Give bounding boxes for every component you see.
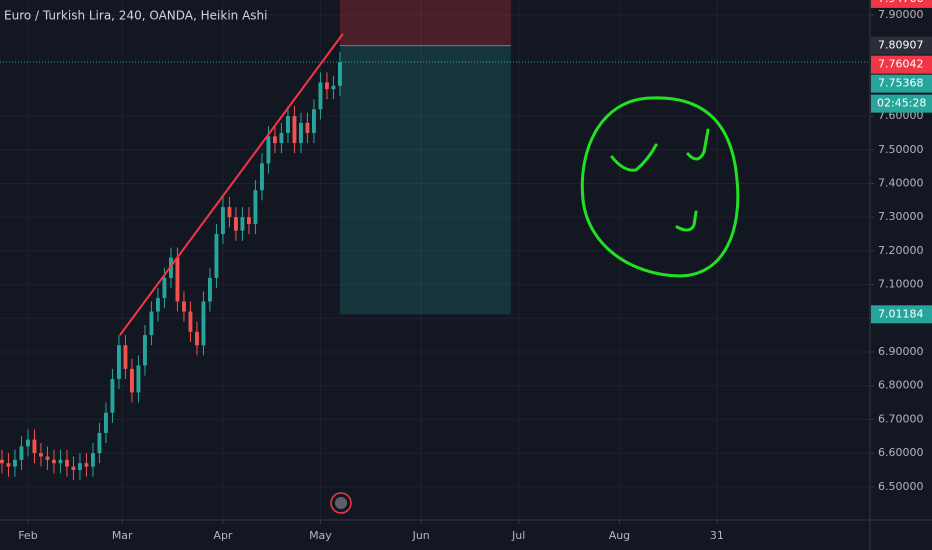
price-badge-label: 7.01184 — [878, 307, 924, 320]
y-tick-label: 6.80000 — [878, 379, 924, 392]
candle-body — [162, 277, 167, 299]
stop-zone — [339, 0, 511, 46]
candle-body — [279, 132, 284, 144]
x-tick-label: Jun — [412, 529, 430, 542]
indicator-icon — [330, 492, 352, 514]
candle-body — [220, 207, 225, 235]
candle-body — [201, 301, 206, 346]
price-badge-label: 7.94766 — [878, 0, 924, 5]
candle-body — [51, 459, 56, 464]
price-badge — [871, 305, 932, 324]
price-badge — [871, 55, 932, 74]
candle-body — [129, 368, 134, 393]
x-tick-label: 31 — [710, 529, 724, 542]
countdown-label: 02:45:28 — [877, 97, 926, 110]
candle-body — [272, 136, 277, 144]
x-tick-label: Feb — [18, 529, 37, 542]
candle-body — [110, 378, 115, 413]
price-badge-label: 7.80907 — [878, 39, 924, 52]
y-tick-label: 7.50000 — [878, 143, 924, 156]
chart-title: Euro / Turkish Lira, 240, OANDA, Heikin … — [4, 9, 267, 23]
y-tick-label: 6.70000 — [878, 412, 924, 425]
candle-body — [64, 459, 69, 467]
candle-body — [214, 234, 219, 278]
target-zone — [339, 45, 511, 315]
y-tick-label: 6.60000 — [878, 446, 924, 459]
candle-body — [194, 331, 199, 346]
x-tick-label: Mar — [112, 529, 133, 542]
candle-body — [305, 122, 310, 133]
candle-body — [116, 345, 121, 379]
candle-body — [337, 62, 342, 86]
x-tick-label: May — [309, 529, 332, 542]
price-badge — [871, 36, 932, 55]
candle-body — [32, 439, 37, 454]
y-tick-label: 7.20000 — [878, 244, 924, 257]
candle-body — [123, 345, 128, 369]
candle-body — [38, 453, 43, 457]
icon-ring — [330, 492, 352, 514]
price-badge — [871, 74, 932, 93]
price-badge — [871, 0, 932, 8]
y-tick-label: 6.50000 — [878, 480, 924, 493]
candle-body — [77, 463, 82, 470]
x-tick-label: Apr — [213, 529, 233, 542]
candle-body — [175, 257, 180, 302]
smiley-eye — [610, 143, 658, 172]
candle-body — [90, 453, 95, 467]
price-badge-label: 7.76042 — [878, 58, 924, 71]
candle-body — [227, 207, 232, 218]
smiley-face — [580, 96, 740, 278]
smiley-drawing — [580, 96, 740, 278]
candle-body — [207, 277, 212, 302]
candle-body — [71, 466, 76, 470]
smiley-eye — [686, 128, 710, 161]
candle-body — [181, 301, 186, 312]
candle-body — [266, 136, 271, 164]
candle-body — [25, 439, 30, 447]
candle-body — [253, 190, 258, 224]
candle-body — [6, 463, 11, 467]
candle-body — [311, 109, 316, 133]
y-tick-label: 7.40000 — [878, 176, 924, 189]
candle-body — [318, 82, 323, 110]
candle-body — [58, 459, 63, 464]
candle-body — [45, 456, 50, 460]
candle-body — [0, 459, 4, 464]
y-tick-label: 7.10000 — [878, 278, 924, 291]
candle-body — [246, 217, 251, 224]
y-tick-label: 7.90000 — [878, 8, 924, 21]
countdown-badge — [871, 94, 932, 113]
candle-body — [324, 82, 329, 90]
candle-body — [12, 459, 17, 467]
candle-body — [142, 335, 147, 366]
candle-body — [149, 311, 154, 336]
candle-body — [155, 298, 160, 312]
candle-body — [285, 116, 290, 133]
candle-body — [188, 311, 193, 332]
y-tick-label: 6.90000 — [878, 345, 924, 358]
y-tick-label: 7.30000 — [878, 210, 924, 223]
candle-body — [240, 217, 245, 231]
candle-body — [19, 446, 24, 460]
icon-core — [335, 497, 347, 509]
x-tick-label: Aug — [609, 529, 630, 542]
candle-body — [136, 365, 141, 393]
candle-body — [331, 85, 336, 90]
candle-body — [84, 463, 89, 467]
candle-body — [97, 432, 102, 454]
candle-body — [103, 412, 108, 433]
candle-body — [298, 122, 303, 144]
x-tick-label: Jul — [511, 529, 525, 542]
candle-body — [233, 217, 238, 231]
price-badge-label: 7.75368 — [878, 77, 924, 90]
candle-body — [292, 116, 297, 144]
trend-line — [119, 33, 344, 336]
time-axis-bg — [0, 520, 932, 550]
candle-body — [259, 163, 264, 191]
smiley-mouth — [675, 210, 698, 232]
